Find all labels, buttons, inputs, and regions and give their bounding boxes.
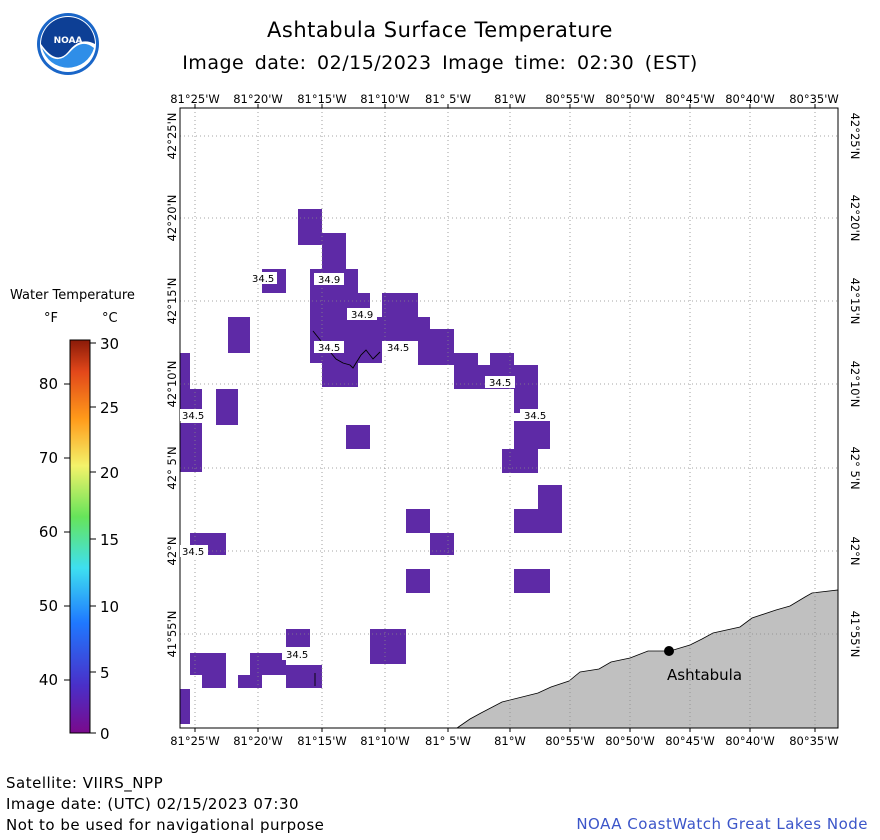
lon-label-top: 81°15'W xyxy=(297,92,347,106)
water-temperature-pixels xyxy=(180,209,562,724)
lon-label-top: 81°20'W xyxy=(233,92,283,106)
temp-label: 34.5 xyxy=(489,378,511,389)
lon-label-top: 80°55'W xyxy=(545,92,595,106)
temperature-labels: 34.5 34.9 34.9 34.5 34.5 34.5 34.5 34.5 … xyxy=(180,272,550,661)
legend-unit-c: °C xyxy=(102,311,118,326)
frame-ticks xyxy=(194,104,816,732)
temp-label: 34.5 xyxy=(524,411,546,422)
f-tick-label: 40 xyxy=(39,671,58,689)
c-tick-label: 20 xyxy=(100,464,119,482)
lat-label-left: 42° 5'N xyxy=(165,446,179,489)
lon-label-bottom: 80°50'W xyxy=(605,734,655,748)
lat-label-right: 42°25'N xyxy=(848,113,862,160)
f-tick-label: 70 xyxy=(39,449,58,467)
lat-label-left: 42°10'N xyxy=(165,361,179,408)
lon-label-bottom: 81° 5'W xyxy=(425,734,471,748)
lon-label-bottom: 80°55'W xyxy=(545,734,595,748)
lon-label-bottom: 81°10'W xyxy=(360,734,410,748)
city-label: Ashtabula xyxy=(667,666,742,684)
temp-label: 34.9 xyxy=(351,310,373,321)
lon-label-top: 81°W xyxy=(494,92,526,106)
temp-label: 34.5 xyxy=(387,343,409,354)
temp-label: 34.9 xyxy=(318,275,340,286)
lat-label-right: 42°20'N xyxy=(848,195,862,242)
lat-label-right: 42°N xyxy=(848,537,862,566)
satellite-info: Satellite: VIIRS_NPP xyxy=(6,774,164,792)
lon-label-top: 80°45'W xyxy=(665,92,715,106)
credit-link[interactable]: NOAA CoastWatch Great Lakes Node xyxy=(576,815,868,833)
temp-label: 34.5 xyxy=(286,650,308,661)
lon-label-bottom: 80°35'W xyxy=(789,734,839,748)
lon-label-bottom: 81°W xyxy=(494,734,526,748)
lat-label-left: 42°25'N xyxy=(165,113,179,160)
c-tick-label: 15 xyxy=(100,531,119,549)
lon-label-top: 80°35'W xyxy=(789,92,839,106)
lat-label-left: 41°55'N xyxy=(165,611,179,658)
f-tick-label: 60 xyxy=(39,523,58,541)
city-marker-icon xyxy=(664,646,674,656)
fahrenheit-ticks xyxy=(64,383,70,681)
temp-label: 34.5 xyxy=(252,274,274,285)
logo-text: NOAA xyxy=(54,36,83,46)
lat-label-right: 42°10'N xyxy=(848,361,862,408)
lat-label-left: 42°N xyxy=(165,537,179,566)
color-bar xyxy=(69,339,91,734)
page-title: Ashtabula Surface Temperature xyxy=(267,18,613,42)
legend-title: Water Temperature xyxy=(10,288,135,303)
celsius-ticks xyxy=(90,342,96,734)
image-date-time: Image date: 02/15/2023 Image time: 02:30… xyxy=(182,52,698,74)
temp-label: 34.5 xyxy=(182,411,204,422)
c-tick-label: 5 xyxy=(100,664,110,682)
legend-unit-f: °F xyxy=(44,311,58,326)
lon-label-bottom: 81°20'W xyxy=(233,734,283,748)
navigation-disclaimer: Not to be used for navigational purpose xyxy=(6,816,325,834)
lon-label-bottom: 81°25'W xyxy=(170,734,220,748)
lon-label-bottom: 80°45'W xyxy=(665,734,715,748)
lon-label-top: 80°50'W xyxy=(605,92,655,106)
lat-label-right: 42°15'N xyxy=(848,278,862,325)
lat-label-left: 42°20'N xyxy=(165,195,179,242)
lon-label-bottom: 80°40'W xyxy=(725,734,775,748)
lon-label-bottom: 81°15'W xyxy=(297,734,347,748)
land-area xyxy=(455,589,839,729)
c-tick-label: 0 xyxy=(100,725,110,743)
lat-label-right: 42° 5'N xyxy=(848,446,862,489)
c-tick-label: 30 xyxy=(100,335,119,353)
lat-label-left: 42°15'N xyxy=(165,278,179,325)
temp-label: 34.5 xyxy=(182,547,204,558)
c-tick-label: 25 xyxy=(100,399,119,417)
noaa-logo-icon: NOAA xyxy=(37,13,99,75)
temp-label: 34.5 xyxy=(318,343,340,354)
lon-label-top: 81°10'W xyxy=(360,92,410,106)
f-tick-label: 50 xyxy=(39,597,58,615)
lon-label-top: 80°40'W xyxy=(725,92,775,106)
utc-image-date: Image date: (UTC) 02/15/2023 07:30 xyxy=(6,795,300,813)
lon-label-top: 81° 5'W xyxy=(425,92,471,106)
c-tick-label: 10 xyxy=(100,598,119,616)
lat-label-right: 41°55'N xyxy=(848,611,862,658)
lon-label-top: 81°25'W xyxy=(170,92,220,106)
f-tick-label: 80 xyxy=(39,375,58,393)
